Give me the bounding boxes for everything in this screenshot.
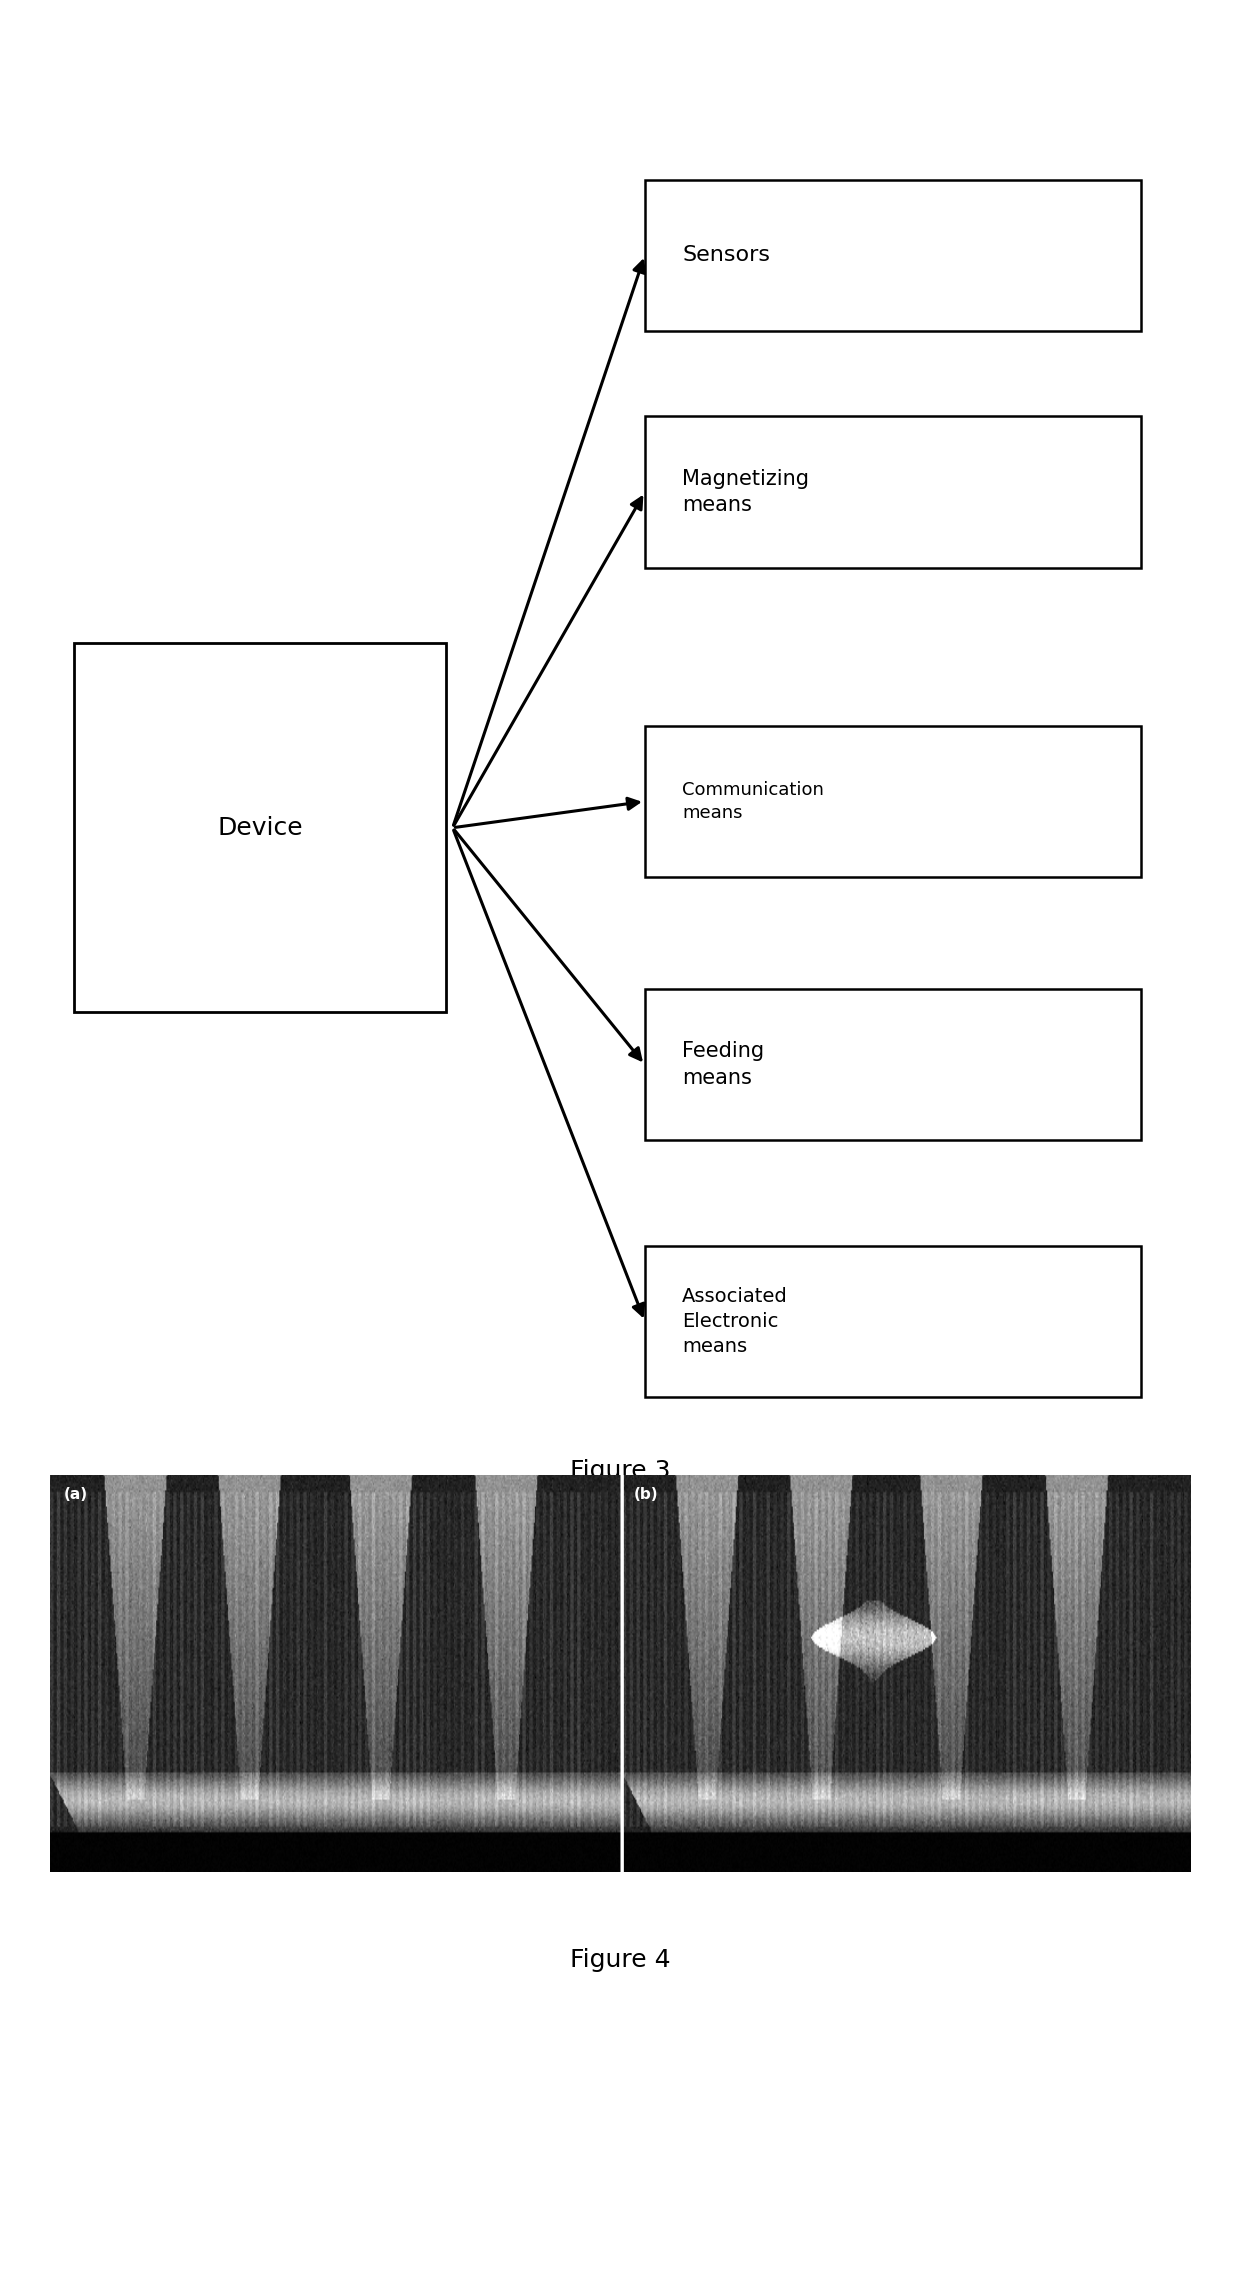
Text: Figure 3: Figure 3 — [569, 1459, 671, 1484]
Text: Magnetizing
means: Magnetizing means — [682, 470, 808, 515]
FancyBboxPatch shape — [645, 989, 1141, 1141]
Text: Feeding
means: Feeding means — [682, 1041, 764, 1087]
FancyBboxPatch shape — [645, 417, 1141, 567]
FancyBboxPatch shape — [645, 726, 1141, 878]
Text: Communication
means: Communication means — [682, 781, 823, 821]
Text: Sensors: Sensors — [682, 245, 770, 265]
FancyBboxPatch shape — [74, 644, 446, 1012]
FancyBboxPatch shape — [645, 1246, 1141, 1398]
Text: (b): (b) — [634, 1486, 658, 1502]
Text: Device: Device — [217, 817, 304, 840]
Text: Figure 4: Figure 4 — [569, 1949, 671, 1972]
FancyBboxPatch shape — [645, 179, 1141, 331]
Text: Associated
Electronic
means: Associated Electronic means — [682, 1287, 787, 1357]
Text: (a): (a) — [63, 1486, 87, 1502]
